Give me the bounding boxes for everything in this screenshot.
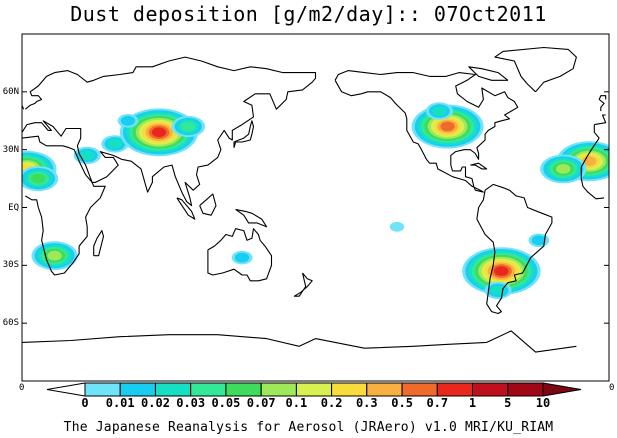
colorbar-high-arrow	[542, 382, 582, 397]
colorbar-box	[260, 382, 297, 397]
latitude-label: 30N	[2, 144, 19, 155]
colorbar-label: 5	[504, 396, 512, 410]
coastline-north-america	[334, 70, 519, 193]
latitude-label: 60N	[2, 86, 19, 97]
coastline-eurasia	[593, 124, 600, 139]
colorbar-label: 0.3	[355, 396, 378, 410]
dust-contour	[181, 121, 196, 132]
coastline-great-britain	[598, 95, 607, 112]
latitude-label: 60S	[2, 318, 19, 329]
map-title: Dust deposition [g/m2/day]:: 07Oct2011	[70, 2, 547, 26]
coastlines	[22, 46, 607, 353]
coastline-africa	[580, 167, 605, 200]
colorbar-box	[84, 382, 121, 397]
coastline-south-america	[476, 183, 553, 315]
dust-region-atlantic-plume	[540, 154, 587, 184]
colorbar-box	[472, 382, 509, 397]
colorbar-label: 0.01	[105, 396, 135, 410]
dust-region-brazil-east	[528, 233, 550, 248]
coastline-cuba	[470, 162, 488, 170]
colorbar-box	[155, 382, 192, 397]
coastline-japan	[233, 120, 255, 148]
corner-label-right: 0	[609, 383, 615, 393]
coastline-eurasia	[594, 114, 607, 126]
colorbar-label: 0.07	[246, 396, 276, 410]
coastline-eurasia	[22, 56, 317, 207]
coastline-antarctica	[315, 330, 577, 353]
dust-region-patagonia	[484, 281, 512, 300]
dust-contour	[556, 164, 571, 174]
colorbar-label: 0.02	[141, 396, 170, 410]
colorbar-label: 0.5	[391, 396, 413, 410]
colorbar	[46, 382, 582, 397]
dust-contour	[47, 250, 62, 261]
colorbar-label: 0.05	[211, 396, 241, 410]
dust-contour	[107, 139, 123, 149]
dust-contour	[389, 221, 405, 232]
colorbar-box	[190, 382, 227, 397]
colorbar-label: 10	[535, 396, 551, 410]
colorbar-box	[225, 382, 262, 397]
coastline-africa	[22, 135, 106, 276]
dust-contour	[151, 127, 167, 138]
coastline-sumatra	[176, 197, 196, 220]
coastline-australia	[207, 228, 273, 282]
colorbar-label: 0	[81, 396, 89, 410]
dust-contour	[490, 285, 506, 296]
dust-contour	[31, 173, 46, 184]
dust-region-southern-africa	[31, 241, 78, 271]
colorbar-label: 0.2	[320, 396, 343, 410]
colorbar-box	[119, 382, 156, 397]
dust-region-arabia-north	[73, 146, 101, 165]
colorbar-label: 0.7	[426, 396, 449, 410]
coastline-madagascar	[93, 230, 105, 257]
colorbar-label: 0.03	[176, 396, 206, 410]
dust-region-kazakh	[117, 114, 139, 128]
colorbar-box	[507, 382, 544, 397]
coastline-new-zealand	[293, 272, 313, 297]
dust-region-australia-patch	[231, 250, 253, 265]
colorbar-box	[401, 382, 438, 397]
dust-contour	[494, 266, 509, 276]
dust-contour	[120, 115, 136, 126]
dust-region-pacific-patch	[389, 221, 405, 232]
corner-label-left: 0	[19, 383, 25, 393]
colorbar-label: 1	[468, 396, 477, 410]
colorbar-low-arrow	[46, 382, 86, 397]
latitude-ticks	[22, 91, 609, 324]
dust-contour	[440, 121, 455, 132]
dust-contour	[234, 252, 250, 263]
latitude-label: 30S	[2, 260, 19, 271]
dust-region-gobi	[171, 115, 206, 138]
coastline-baffin-island	[468, 66, 509, 81]
latitude-label: EQ	[8, 202, 19, 213]
coastline-antarctica	[22, 334, 316, 347]
coastline-greenland	[494, 46, 577, 93]
map-frame	[21, 33, 610, 382]
coastline-new-guinea	[235, 208, 268, 228]
dust-region-canada-prairies	[425, 102, 453, 120]
colorbar-label: 0.1	[285, 396, 308, 410]
colorbar-box	[436, 382, 473, 397]
colorbar-box	[331, 382, 368, 397]
colorbar-box	[295, 382, 333, 397]
coastline-africa	[580, 137, 600, 168]
coastline-borneo	[199, 193, 217, 216]
dust-contour	[80, 150, 95, 161]
credit-line: The Japanese Reanalysis for Aerosol (JRA…	[63, 420, 554, 435]
colorbar-box	[366, 382, 403, 397]
dust-region-sahel	[22, 166, 59, 192]
dust-contour	[531, 235, 547, 246]
dust-contour	[432, 106, 447, 116]
